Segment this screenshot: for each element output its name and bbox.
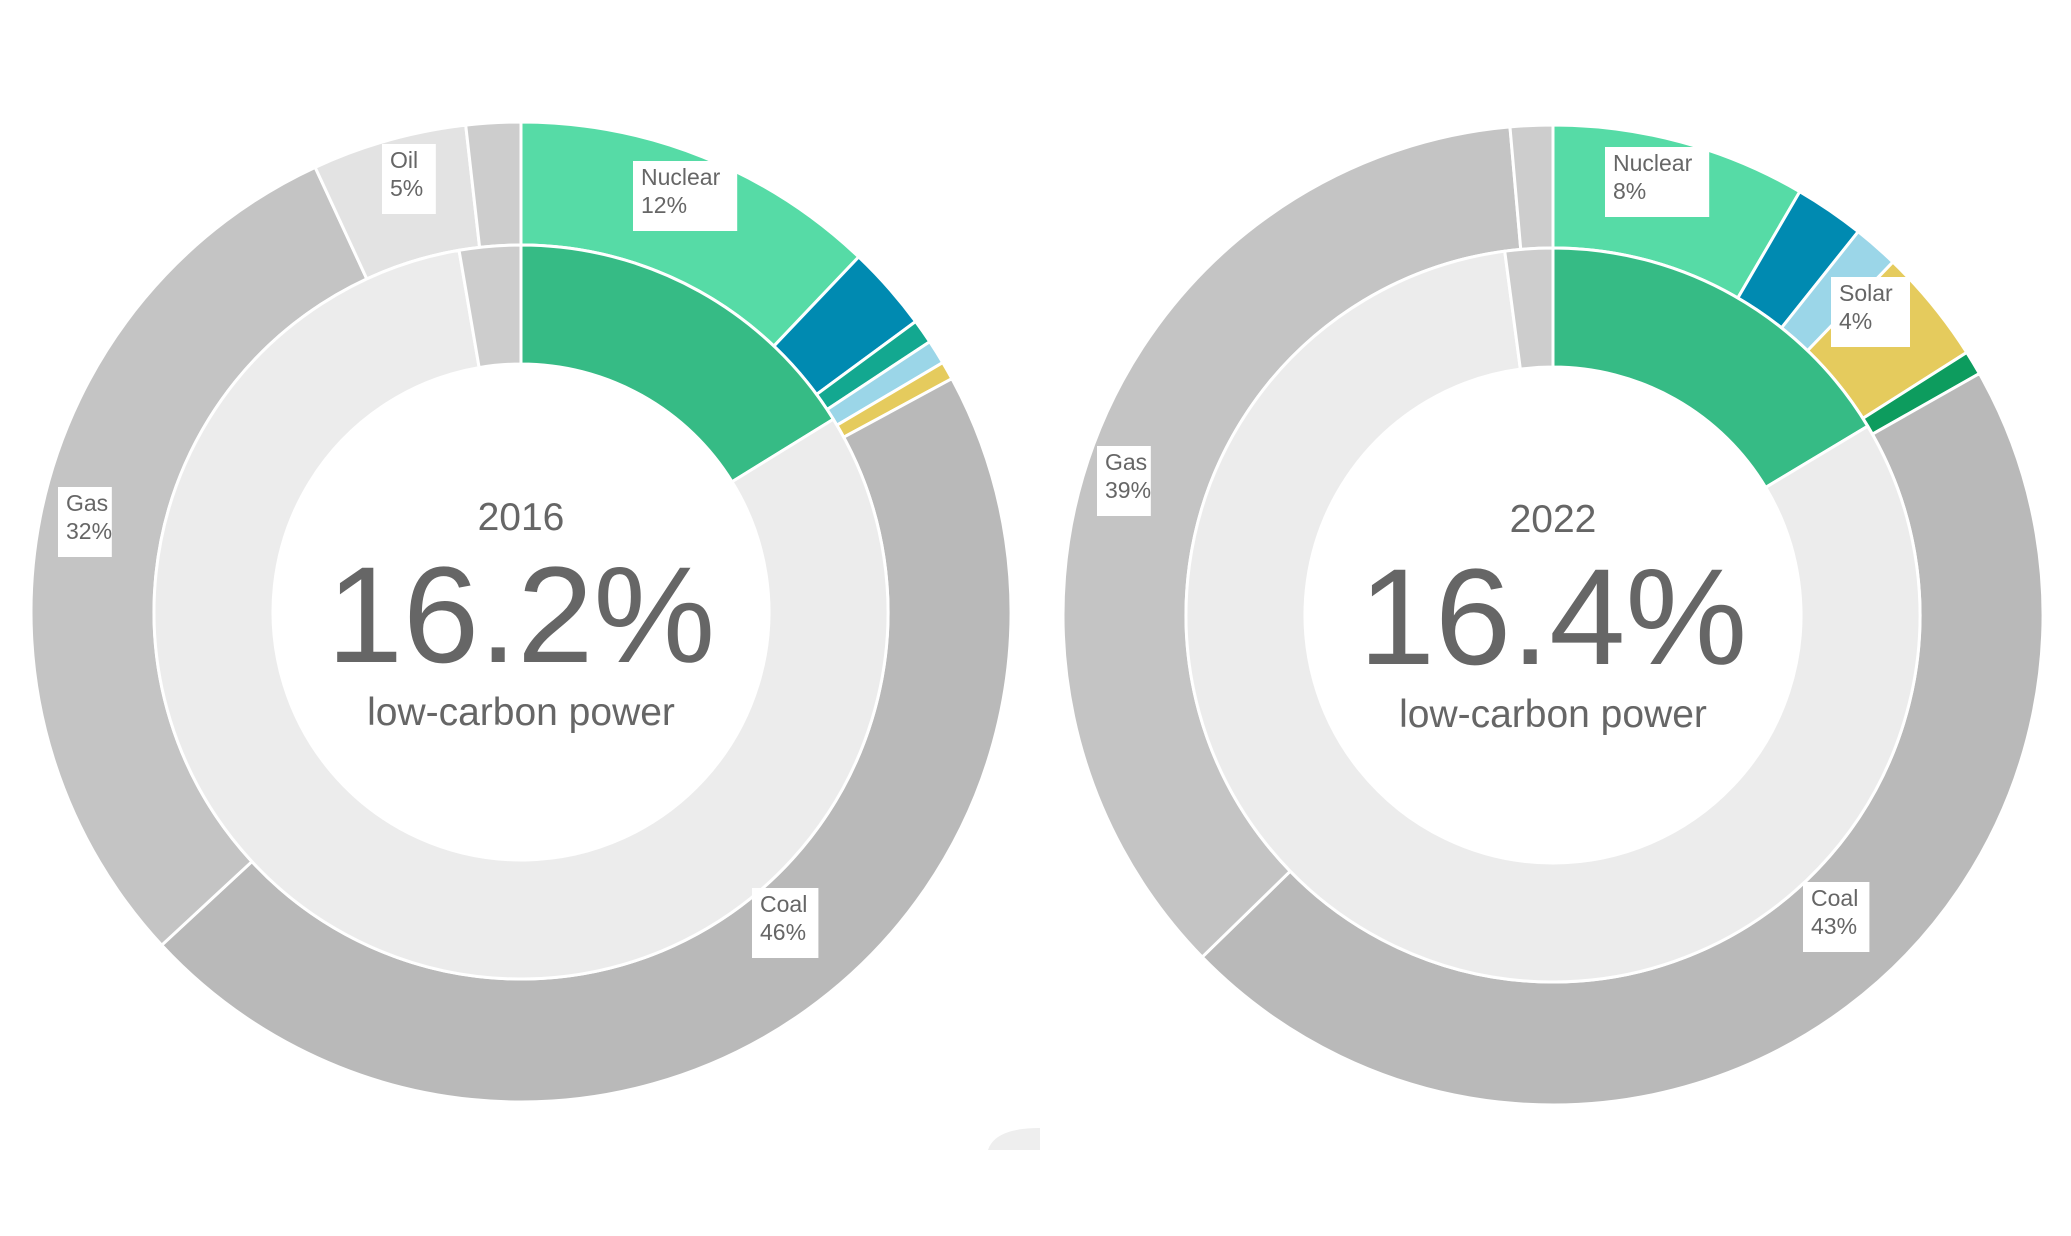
label-box xyxy=(58,487,112,557)
slice-label-pct-nuclear-2016: 12% xyxy=(641,192,687,218)
inner-ring-2016 xyxy=(152,243,890,981)
slice-label-name-coal-2016: Coal xyxy=(760,891,807,917)
label-box xyxy=(633,161,738,231)
label-box xyxy=(1605,147,1710,217)
inner-2022-slice-fossil[interactable] xyxy=(1184,249,1922,984)
inner-2016-slice-fossil[interactable] xyxy=(152,248,890,981)
low-carbon-caption-2016: low-carbon power xyxy=(367,691,675,734)
inner-2022-slice-other[interactable] xyxy=(1503,246,1555,371)
year-label-2016: 2016 xyxy=(478,496,565,539)
slice-label-name-nuclear-2022: Nuclear xyxy=(1613,150,1693,176)
year-label-2022: 2022 xyxy=(1510,498,1597,541)
slice-label-pct-oil-2016: 5% xyxy=(390,175,423,201)
slice-label-name-oil-2016: Oil xyxy=(390,147,418,173)
slice-label-name-gas-2016: Gas xyxy=(66,490,108,516)
slice-label-pct-nuclear-2022: 8% xyxy=(1613,178,1646,204)
slice-label-pct-coal-2022: 43% xyxy=(1811,913,1857,939)
slice-label-pct-gas-2022: 39% xyxy=(1105,477,1151,503)
low-carbon-share-2016: 16.2% xyxy=(327,539,715,692)
donut-center-2022 xyxy=(1306,368,1800,862)
slice-label-name-coal-2022: Coal xyxy=(1811,885,1858,911)
label-box xyxy=(382,144,436,214)
slice-label-name-gas-2022: Gas xyxy=(1105,449,1147,475)
slice-label-name-solar-2022: Solar xyxy=(1839,280,1893,306)
donut-center-2016 xyxy=(274,365,768,859)
low-carbon-share-2022: 16.4% xyxy=(1359,541,1747,694)
slice-label-pct-gas-2016: 32% xyxy=(66,518,112,544)
slice-label-name-nuclear-2016: Nuclear xyxy=(641,164,721,190)
partial-control-fragment xyxy=(988,1128,1040,1150)
slice-label-pct-solar-2022: 4% xyxy=(1839,308,1872,334)
low-carbon-caption-2022: low-carbon power xyxy=(1399,693,1707,736)
label-box xyxy=(1803,882,1870,952)
inner-2016-slice-other[interactable] xyxy=(457,243,523,370)
label-box xyxy=(1097,446,1151,516)
label-box xyxy=(752,888,819,958)
inner-ring-2022 xyxy=(1184,246,1922,984)
slice-label-pct-coal-2016: 46% xyxy=(760,919,806,945)
label-box xyxy=(1831,277,1910,347)
